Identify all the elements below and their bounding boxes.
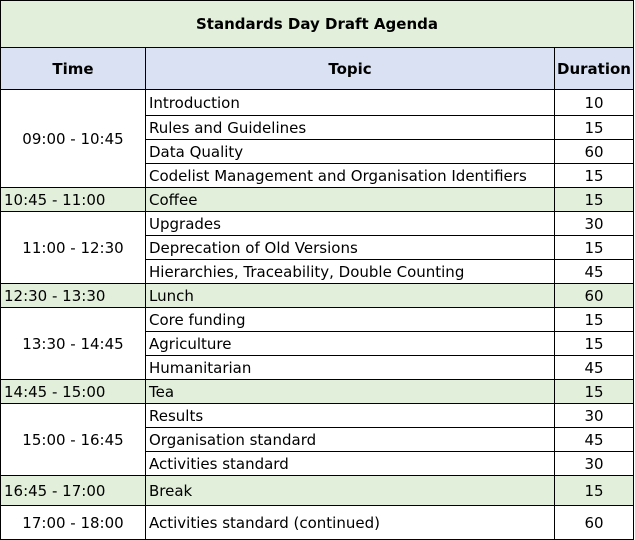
duration-cell[interactable]: 60 bbox=[555, 506, 634, 540]
duration-cell[interactable]: 30 bbox=[555, 212, 634, 236]
time-cell[interactable]: 15:00 - 16:45 bbox=[0, 404, 146, 476]
topic-cell[interactable]: Agriculture bbox=[146, 332, 555, 356]
duration-cell[interactable]: 15 bbox=[555, 116, 634, 140]
topic-cell[interactable]: Activities standard (continued) bbox=[146, 506, 555, 540]
topic-cell[interactable]: Deprecation of Old Versions bbox=[146, 236, 555, 260]
topic-cell[interactable]: Hierarchies, Traceability, Double Counti… bbox=[146, 260, 555, 284]
topic-cell[interactable]: Lunch bbox=[146, 284, 555, 308]
topic-cell[interactable]: Codelist Management and Organisation Ide… bbox=[146, 164, 555, 188]
duration-cell[interactable]: 30 bbox=[555, 452, 634, 476]
topic-cell[interactable]: Organisation standard bbox=[146, 428, 555, 452]
time-cell[interactable]: 16:45 - 17:00 bbox=[0, 476, 146, 506]
duration-cell[interactable]: 45 bbox=[555, 260, 634, 284]
duration-cell[interactable]: 15 bbox=[555, 476, 634, 506]
time-cell[interactable]: 11:00 - 12:30 bbox=[0, 212, 146, 284]
topic-cell[interactable]: Introduction bbox=[146, 90, 555, 116]
topic-cell[interactable]: Core funding bbox=[146, 308, 555, 332]
duration-cell[interactable]: 10 bbox=[555, 90, 634, 116]
time-cell[interactable]: 10:45 - 11:00 bbox=[0, 188, 146, 212]
time-cell[interactable]: 17:00 - 18:00 bbox=[0, 506, 146, 540]
duration-cell[interactable]: 15 bbox=[555, 380, 634, 404]
duration-cell[interactable]: 45 bbox=[555, 356, 634, 380]
duration-cell[interactable]: 15 bbox=[555, 332, 634, 356]
topic-cell[interactable]: Results bbox=[146, 404, 555, 428]
time-cell[interactable]: 12:30 - 13:30 bbox=[0, 284, 146, 308]
duration-cell[interactable]: 60 bbox=[555, 140, 634, 164]
duration-cell[interactable]: 45 bbox=[555, 428, 634, 452]
topic-cell[interactable]: Break bbox=[146, 476, 555, 506]
topic-cell[interactable]: Tea bbox=[146, 380, 555, 404]
topic-cell[interactable]: Data Quality bbox=[146, 140, 555, 164]
header-duration[interactable]: Duration bbox=[555, 48, 634, 90]
duration-cell[interactable]: 15 bbox=[555, 164, 634, 188]
header-topic[interactable]: Topic bbox=[146, 48, 555, 90]
topic-cell[interactable]: Humanitarian bbox=[146, 356, 555, 380]
topic-cell[interactable]: Rules and Guidelines bbox=[146, 116, 555, 140]
topic-cell[interactable]: Coffee bbox=[146, 188, 555, 212]
agenda-title[interactable]: Standards Day Draft Agenda bbox=[0, 0, 634, 48]
time-cell[interactable]: 14:45 - 15:00 bbox=[0, 380, 146, 404]
topic-cell[interactable]: Activities standard bbox=[146, 452, 555, 476]
duration-cell[interactable]: 15 bbox=[555, 188, 634, 212]
duration-cell[interactable]: 15 bbox=[555, 236, 634, 260]
header-time[interactable]: Time bbox=[0, 48, 146, 90]
duration-cell[interactable]: 30 bbox=[555, 404, 634, 428]
topic-cell[interactable]: Upgrades bbox=[146, 212, 555, 236]
time-cell[interactable]: 09:00 - 10:45 bbox=[0, 90, 146, 188]
time-cell[interactable]: 13:30 - 14:45 bbox=[0, 308, 146, 380]
duration-cell[interactable]: 15 bbox=[555, 308, 634, 332]
duration-cell[interactable]: 60 bbox=[555, 284, 634, 308]
